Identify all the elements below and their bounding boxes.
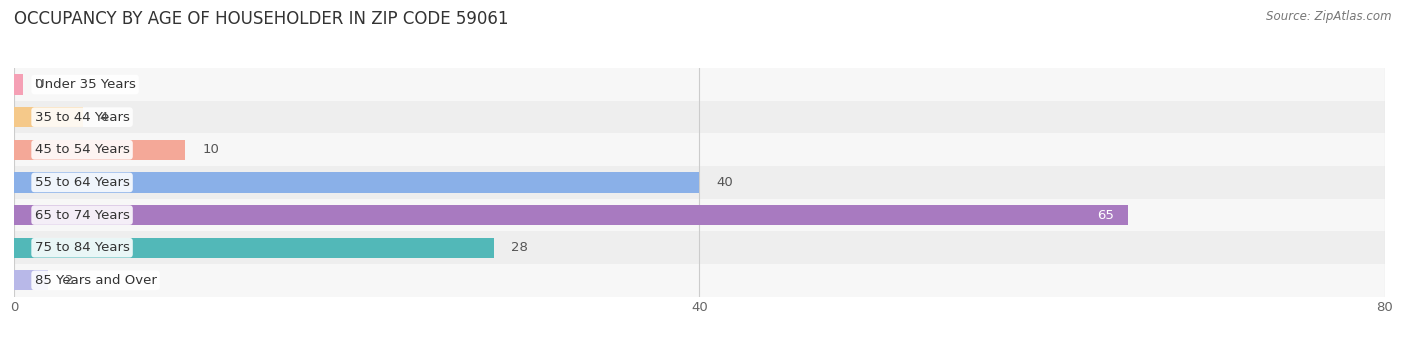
Bar <box>14 107 83 127</box>
Bar <box>14 270 48 291</box>
Bar <box>14 166 1385 199</box>
Text: 35 to 44 Years: 35 to 44 Years <box>35 111 129 124</box>
Bar <box>14 68 1385 101</box>
Text: Source: ZipAtlas.com: Source: ZipAtlas.com <box>1267 10 1392 23</box>
Bar <box>14 74 22 95</box>
Text: 85 Years and Over: 85 Years and Over <box>35 274 156 287</box>
Text: OCCUPANCY BY AGE OF HOUSEHOLDER IN ZIP CODE 59061: OCCUPANCY BY AGE OF HOUSEHOLDER IN ZIP C… <box>14 10 509 28</box>
Text: 55 to 64 Years: 55 to 64 Years <box>35 176 129 189</box>
Bar <box>14 199 1385 232</box>
Text: 65 to 74 Years: 65 to 74 Years <box>35 209 129 222</box>
Text: 65: 65 <box>1097 209 1114 222</box>
Bar <box>14 238 494 258</box>
Text: 45 to 54 Years: 45 to 54 Years <box>35 143 129 156</box>
Bar <box>14 101 1385 133</box>
Bar <box>14 232 1385 264</box>
Text: 0: 0 <box>35 78 44 91</box>
Text: Under 35 Years: Under 35 Years <box>35 78 135 91</box>
Text: 4: 4 <box>100 111 108 124</box>
Bar <box>14 264 1385 297</box>
Bar <box>14 140 186 160</box>
Bar <box>14 172 700 193</box>
Text: 10: 10 <box>202 143 219 156</box>
Text: 40: 40 <box>717 176 734 189</box>
Text: 2: 2 <box>66 274 75 287</box>
Text: 75 to 84 Years: 75 to 84 Years <box>35 241 129 254</box>
Bar <box>14 133 1385 166</box>
Text: 28: 28 <box>510 241 527 254</box>
Bar <box>14 205 1128 225</box>
